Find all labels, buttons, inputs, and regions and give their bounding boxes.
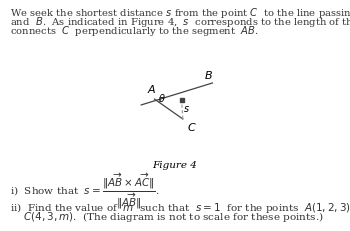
Text: $C$: $C$ (187, 120, 197, 132)
Text: connects  $C$  perpendicularly to the segment  $AB$.: connects $C$ perpendicularly to the segm… (10, 24, 259, 38)
Text: $\theta$: $\theta$ (159, 92, 166, 104)
Text: $A$: $A$ (147, 82, 156, 94)
Text: $s$: $s$ (183, 104, 190, 114)
Text: Figure 4: Figure 4 (153, 161, 197, 170)
Text: We seek the shortest distance $s$ from the point $C$  to the line passing throug: We seek the shortest distance $s$ from t… (10, 6, 350, 20)
Text: ii)  Find the value of  $m$  such that  $s = 1$  for the points  $A(1, 2, 3)$,  : ii) Find the value of $m$ such that $s =… (10, 200, 350, 214)
Text: and  $B$.  As indicated in Figure 4,  $s$  corresponds to the length of the line: and $B$. As indicated in Figure 4, $s$ c… (10, 15, 350, 29)
Text: i)  Show that  $s = \dfrac{\|\overrightarrow{AB} \times \overrightarrow{AC}\|}{\: i) Show that $s = \dfrac{\|\overrightarr… (10, 171, 160, 210)
Text: $C(4, 3, m)$.  (The diagram is not to scale for these points.): $C(4, 3, m)$. (The diagram is not to sca… (10, 209, 324, 223)
Text: $B$: $B$ (204, 68, 213, 80)
